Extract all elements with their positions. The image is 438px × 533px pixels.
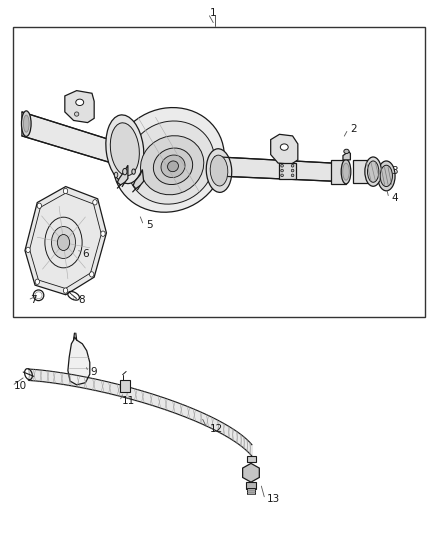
Polygon shape: [25, 187, 106, 295]
Ellipse shape: [291, 174, 294, 176]
Text: 7: 7: [30, 295, 36, 305]
Text: 1: 1: [210, 9, 217, 18]
Ellipse shape: [280, 144, 288, 150]
Ellipse shape: [74, 112, 79, 116]
Bar: [13, 27, 425, 317]
Polygon shape: [22, 112, 140, 172]
Ellipse shape: [367, 161, 379, 182]
Text: 6: 6: [82, 249, 89, 259]
Ellipse shape: [378, 161, 395, 191]
Ellipse shape: [35, 279, 39, 285]
Polygon shape: [343, 151, 350, 160]
Text: 4: 4: [391, 193, 398, 203]
Bar: [246, 482, 256, 489]
Polygon shape: [133, 169, 144, 189]
Text: 5: 5: [146, 221, 152, 230]
Polygon shape: [331, 160, 346, 184]
Ellipse shape: [106, 115, 144, 183]
Ellipse shape: [51, 227, 75, 259]
Ellipse shape: [113, 108, 224, 212]
Ellipse shape: [35, 292, 42, 298]
Ellipse shape: [281, 174, 283, 176]
Text: 3: 3: [391, 166, 398, 175]
Ellipse shape: [210, 155, 228, 186]
Ellipse shape: [110, 123, 139, 176]
Ellipse shape: [291, 169, 294, 172]
Text: 12: 12: [209, 424, 223, 433]
Polygon shape: [65, 91, 94, 123]
Polygon shape: [68, 337, 90, 385]
Ellipse shape: [291, 165, 294, 167]
Text: 2: 2: [350, 124, 357, 134]
Ellipse shape: [341, 159, 351, 184]
Polygon shape: [117, 165, 128, 185]
Ellipse shape: [141, 136, 204, 195]
Polygon shape: [353, 160, 368, 183]
Bar: [247, 456, 256, 462]
Ellipse shape: [343, 163, 350, 180]
Text: 9: 9: [91, 367, 97, 377]
Ellipse shape: [21, 111, 31, 136]
Ellipse shape: [101, 231, 105, 236]
Text: 10: 10: [14, 381, 27, 391]
Ellipse shape: [64, 188, 68, 193]
Ellipse shape: [57, 235, 70, 251]
Ellipse shape: [76, 99, 84, 106]
Ellipse shape: [281, 165, 283, 167]
Polygon shape: [215, 157, 333, 181]
Bar: [120, 380, 130, 392]
Ellipse shape: [281, 169, 283, 172]
Ellipse shape: [168, 161, 178, 172]
Ellipse shape: [114, 172, 118, 177]
Ellipse shape: [380, 165, 392, 187]
Ellipse shape: [344, 149, 349, 154]
Ellipse shape: [93, 200, 97, 205]
Polygon shape: [271, 134, 298, 164]
Ellipse shape: [153, 148, 193, 184]
Ellipse shape: [23, 115, 29, 132]
Ellipse shape: [123, 168, 127, 175]
Ellipse shape: [132, 169, 135, 174]
Ellipse shape: [64, 288, 68, 293]
Text: 11: 11: [122, 397, 135, 406]
Text: 8: 8: [78, 295, 85, 305]
Polygon shape: [279, 163, 296, 179]
Ellipse shape: [161, 155, 185, 177]
Ellipse shape: [206, 149, 232, 192]
Polygon shape: [243, 463, 259, 482]
Ellipse shape: [37, 203, 42, 208]
Ellipse shape: [127, 121, 215, 204]
Text: 13: 13: [267, 495, 280, 504]
Ellipse shape: [365, 157, 381, 187]
Ellipse shape: [26, 247, 30, 253]
Ellipse shape: [89, 272, 94, 277]
Bar: [247, 488, 255, 494]
